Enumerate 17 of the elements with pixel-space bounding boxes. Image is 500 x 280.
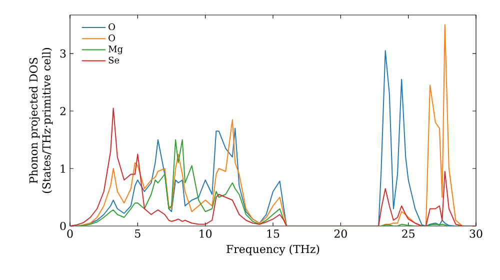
x-tick-label: 15: [267, 230, 280, 238]
x-tick-label: 5: [135, 230, 140, 238]
y-tick-label: 0: [60, 222, 66, 230]
x-axis-title: Frequency (THz): [226, 244, 320, 256]
x-tick-label: 30: [470, 230, 482, 238]
y-tick-label: 2: [60, 106, 66, 116]
y-axis-title: Phonon projected DOS (States/THz·primitive cell): [29, 48, 53, 193]
x-tick-label: 25: [402, 230, 414, 238]
y-tick-label: 3: [60, 49, 66, 58]
x-tick-label: 0: [67, 230, 73, 238]
legend-label: O: [108, 34, 115, 42]
legend-label: Se: [108, 56, 120, 64]
legend-label: Mg: [108, 46, 123, 54]
y-tick-label: 1: [60, 164, 65, 173]
legend-label: O: [108, 23, 115, 30]
x-tick-label: 10: [200, 230, 212, 238]
x-tick-label: 20: [334, 230, 347, 238]
